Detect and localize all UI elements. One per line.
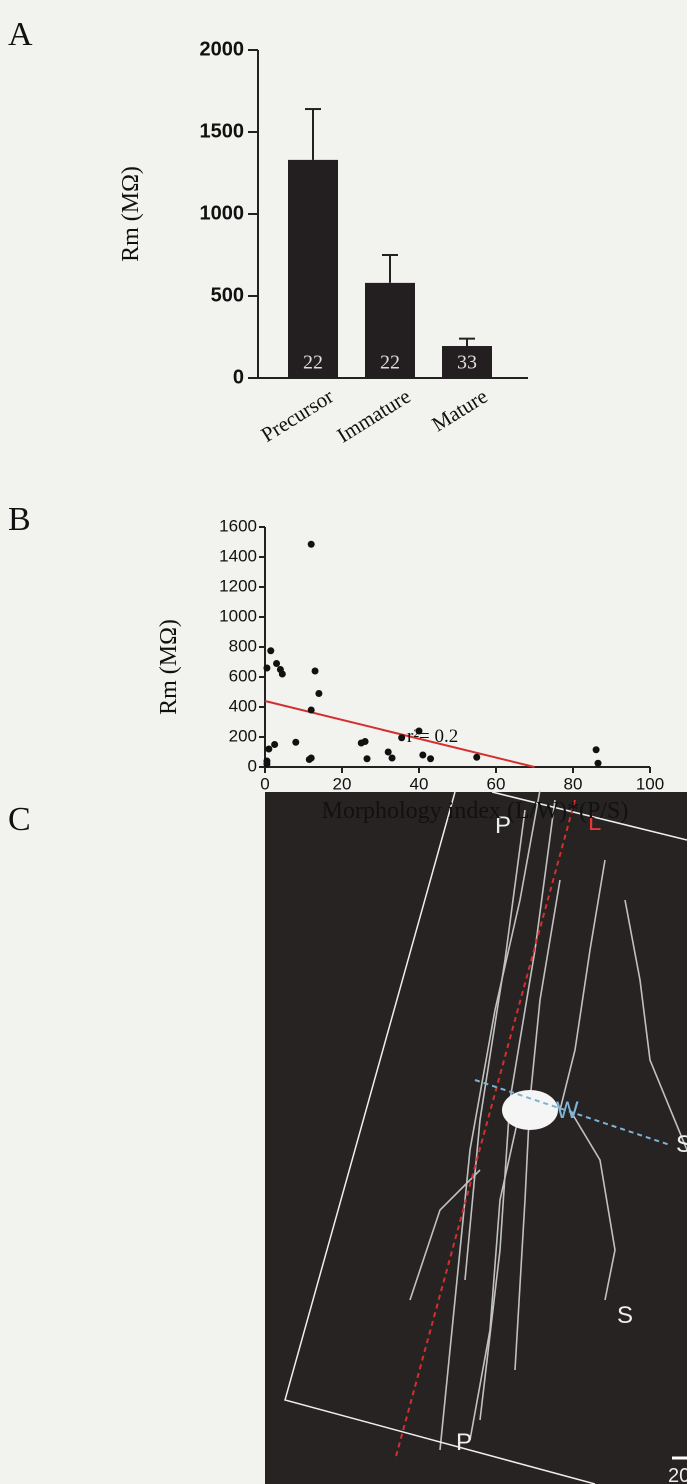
- bar: [365, 282, 415, 378]
- point: [361, 738, 369, 745]
- y-axis-label: Rm (MΩ): [118, 166, 144, 262]
- y-tick-label: 1600: [219, 516, 257, 535]
- bar: [442, 346, 492, 378]
- panel-letter: B: [8, 501, 31, 538]
- x-axis-label: Morphology index (L/W)*(P/S): [322, 798, 629, 824]
- annotation: r²= 0.2: [407, 726, 458, 747]
- panel-letter: A: [8, 16, 33, 53]
- point: [388, 754, 396, 762]
- x-tick-label: Immature: [333, 384, 415, 448]
- point: [427, 755, 435, 763]
- x-tick-label: Mature: [427, 384, 491, 436]
- point: [273, 660, 281, 667]
- point: [307, 706, 315, 714]
- point: [315, 690, 323, 697]
- point: [278, 670, 286, 678]
- y-tick-label: 500: [211, 284, 244, 306]
- point: [267, 647, 275, 655]
- micrograph: [265, 789, 687, 1484]
- y-tick-label: 1500: [200, 120, 245, 142]
- y-tick-label: 0: [233, 366, 244, 388]
- x-tick-label: Precursor: [257, 384, 338, 447]
- y-tick-label: 1000: [219, 606, 257, 625]
- point: [415, 727, 423, 735]
- y-tick-label: 1000: [200, 202, 245, 224]
- y-tick-label: 200: [229, 726, 257, 745]
- image-label: P: [456, 1429, 472, 1456]
- image-label: S: [676, 1131, 687, 1158]
- point: [307, 540, 315, 548]
- point: [594, 759, 602, 767]
- x-tick-label: 60: [487, 774, 506, 793]
- n-label: 22: [380, 352, 400, 374]
- point: [384, 748, 392, 756]
- x-tick-label: 0: [260, 774, 269, 793]
- n-label: 33: [457, 352, 477, 374]
- image-label: W: [556, 1097, 579, 1124]
- point: [398, 734, 406, 742]
- point: [311, 667, 319, 675]
- y-axis-label: Rm (MΩ): [156, 619, 182, 715]
- x-tick-label: 20: [333, 774, 352, 793]
- point: [419, 751, 427, 759]
- y-tick-label: 0: [248, 756, 257, 775]
- point: [263, 664, 271, 672]
- y-tick-label: 1200: [219, 576, 257, 595]
- point: [271, 741, 279, 748]
- y-tick-label: 400: [229, 696, 257, 715]
- y-tick-label: 600: [229, 666, 257, 685]
- n-label: 22: [303, 352, 323, 374]
- point: [363, 755, 371, 763]
- image-label: L: [588, 809, 601, 836]
- y-tick-label: 800: [229, 636, 257, 655]
- y-tick-label: 1400: [219, 546, 257, 565]
- point: [307, 754, 315, 762]
- x-tick-label: 80: [564, 774, 583, 793]
- panel-letter: C: [8, 801, 31, 838]
- point: [592, 746, 600, 754]
- scale-label: 20: [668, 1465, 687, 1484]
- x-tick-label: 40: [410, 774, 429, 793]
- image-label: P: [495, 812, 511, 839]
- fit-line: [264, 700, 535, 768]
- point: [292, 738, 300, 746]
- x-tick-label: 100: [636, 774, 664, 793]
- point: [473, 753, 481, 761]
- point: [265, 745, 273, 753]
- y-tick-label: 2000: [200, 38, 245, 60]
- bar: [288, 159, 338, 378]
- point: [263, 760, 271, 768]
- image-label: S: [617, 1302, 633, 1329]
